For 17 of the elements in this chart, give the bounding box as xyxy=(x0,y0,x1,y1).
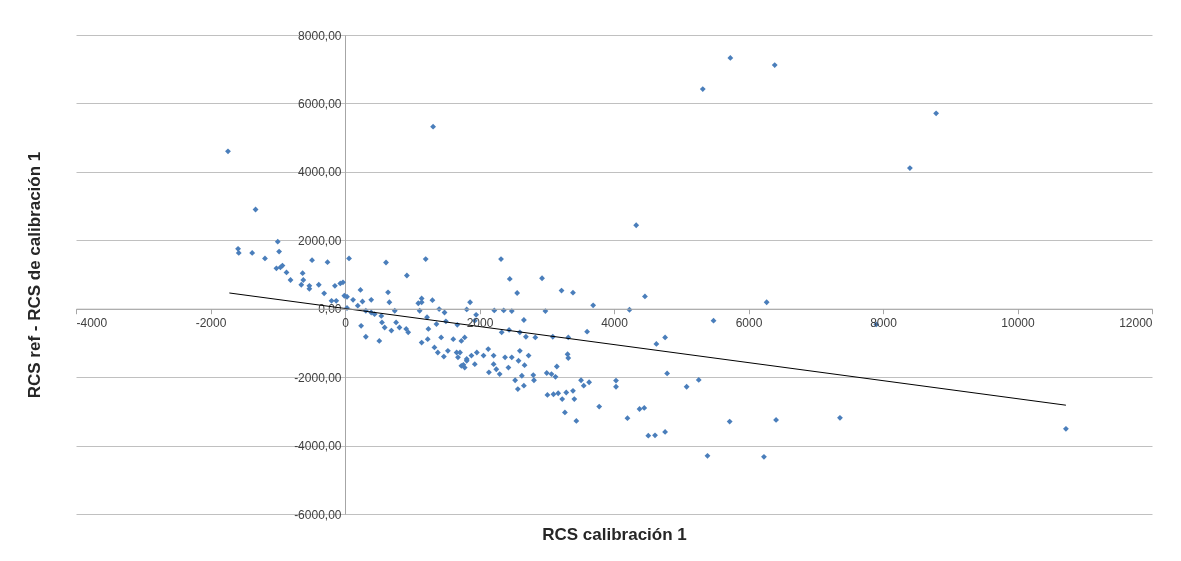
x-tick-label: 6000 xyxy=(735,316,763,331)
y-axis-title: RCS ref - RCS de calibración 1 xyxy=(24,151,44,399)
x-tick-label: -4000 xyxy=(76,316,108,331)
y-tick-label: 4000,00 xyxy=(298,165,342,180)
y-tick-label: 8000,00 xyxy=(298,28,342,43)
x-axis-title: RCS calibración 1 xyxy=(542,524,687,544)
x-tick-label: -2000 xyxy=(195,316,227,331)
x-tick-label: 0 xyxy=(342,316,350,331)
y-tick-label: -6000,00 xyxy=(294,507,342,522)
x-tick-label: 4000 xyxy=(601,316,629,331)
y-tick-label: -2000,00 xyxy=(294,370,342,385)
y-tick-label: 2000,00 xyxy=(298,233,342,248)
x-tick-label: 12000 xyxy=(1119,316,1153,331)
x-tick-label: 8000 xyxy=(870,316,898,331)
x-tick-label: 10000 xyxy=(1001,316,1036,331)
y-tick-label: -4000,00 xyxy=(294,439,342,454)
y-tick-label: 6000,00 xyxy=(298,96,342,111)
